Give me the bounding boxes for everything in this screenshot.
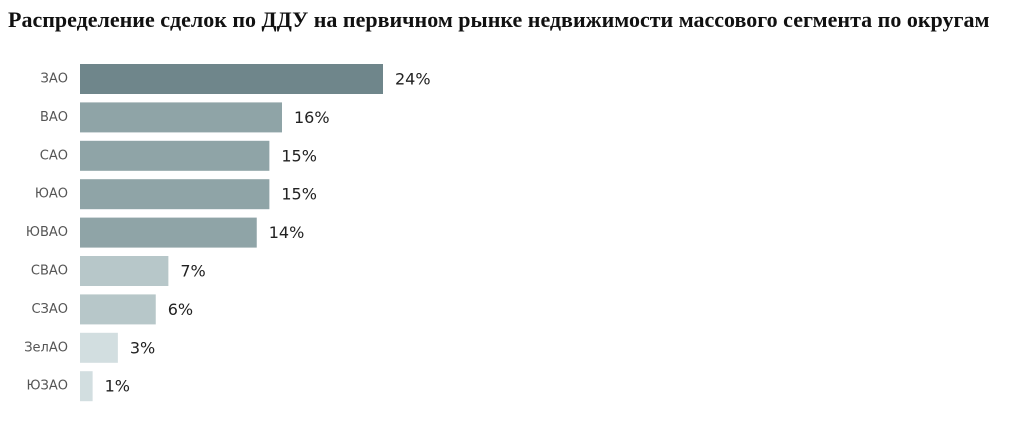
bar: [80, 64, 383, 94]
bar: [80, 294, 156, 325]
value-label: 7%: [180, 262, 205, 281]
chart-title: Распределение сделок по ДДУ на первичном…: [8, 7, 990, 32]
category-label: ЗАО: [41, 72, 68, 87]
value-label: 24%: [395, 70, 431, 89]
value-label: 3%: [130, 338, 155, 357]
bar: [80, 140, 270, 171]
category-label: САО: [40, 148, 68, 163]
value-label: 15%: [281, 185, 317, 204]
bar: [80, 102, 282, 133]
category-label: ЮВАО: [26, 225, 68, 240]
category-label: ВАО: [40, 110, 68, 125]
value-label: 16%: [294, 108, 330, 127]
bar: [80, 332, 118, 363]
category-label: ЮЗАО: [27, 379, 69, 394]
value-label: 6%: [168, 300, 193, 319]
category-label: СЗАО: [31, 302, 68, 317]
category-label: ЗелАО: [24, 340, 68, 355]
bar: [80, 371, 93, 402]
bar: [80, 179, 270, 210]
category-label: СВАО: [31, 264, 68, 279]
value-label: 14%: [269, 223, 305, 242]
bar: [80, 256, 169, 286]
value-label: 1%: [105, 377, 130, 396]
value-label: 15%: [281, 146, 317, 165]
bar: [80, 217, 257, 248]
category-label: ЮАО: [35, 187, 68, 202]
